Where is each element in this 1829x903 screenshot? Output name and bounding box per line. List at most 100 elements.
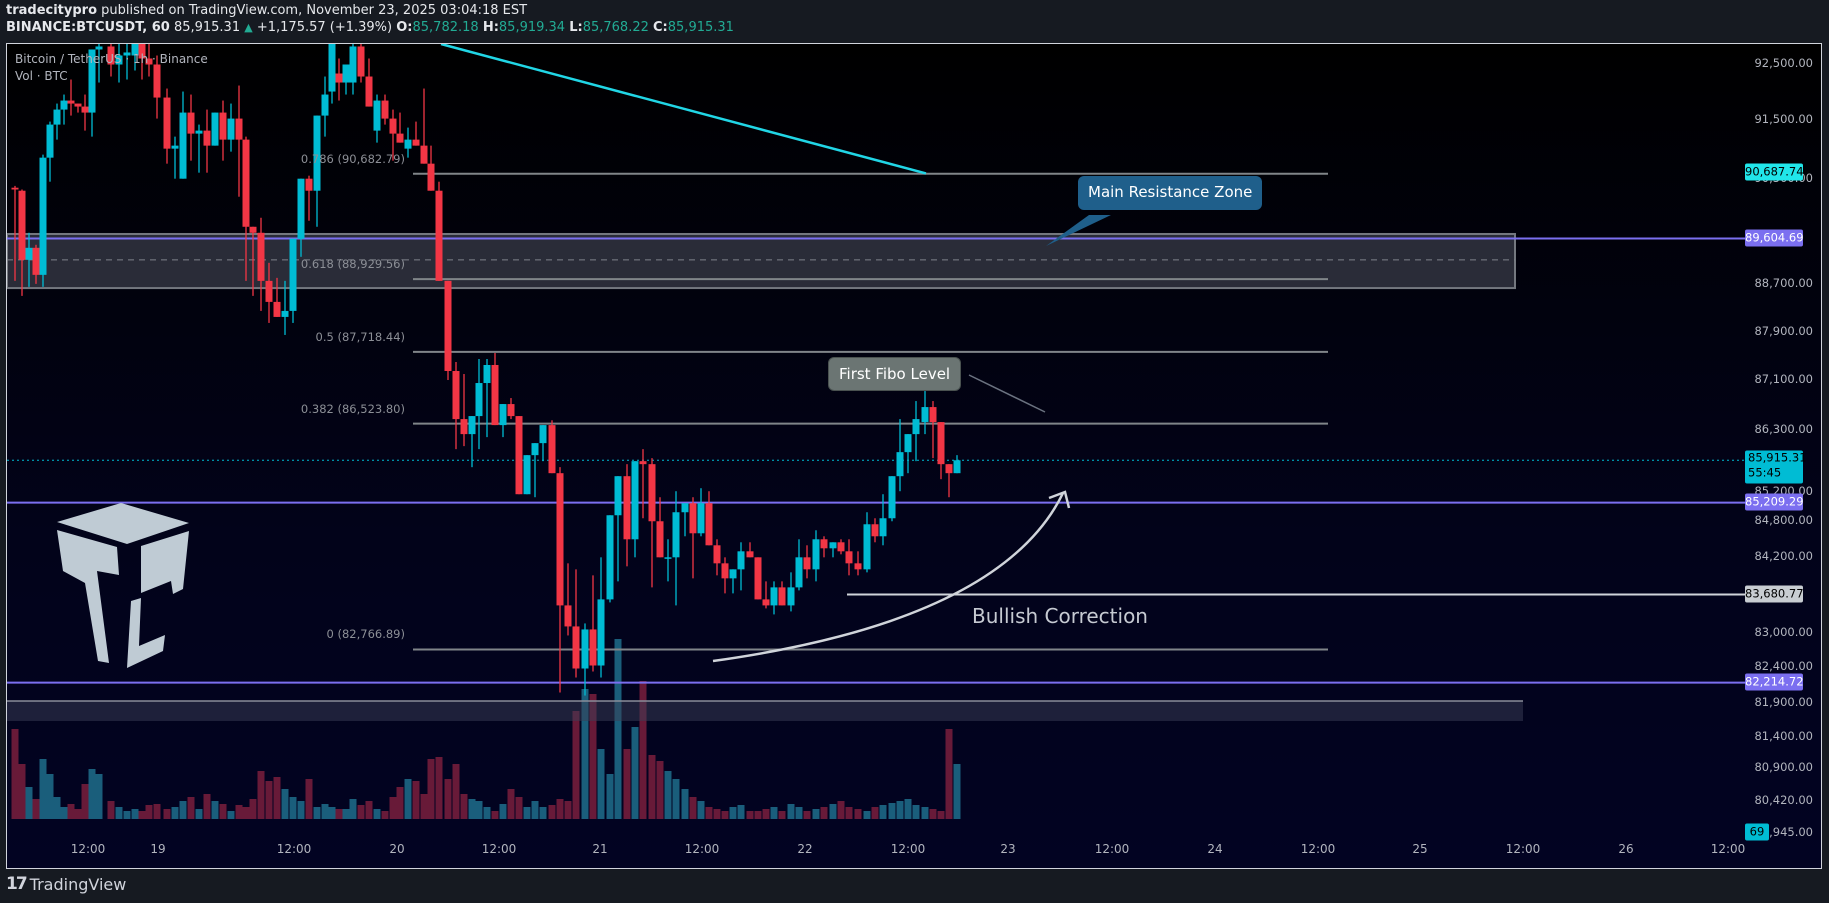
volume-bar [219,804,227,819]
candle-up [697,503,705,534]
candle-down [357,46,365,77]
candle-down [623,476,631,540]
volume-bar [179,801,187,819]
close-value: 85,915.31 [667,20,734,35]
candle-down [81,106,89,113]
candle-up [46,124,54,158]
volume-bar [945,729,953,819]
chart-canvas[interactable] [7,44,1822,869]
candle-down [854,563,862,570]
candle-down [257,232,265,281]
volume-bar [131,809,139,819]
volume-bar [18,764,26,819]
candle-down [556,473,564,606]
candle-down [32,247,40,275]
candle-up [581,629,589,669]
candle-down [648,464,656,522]
volume-bar [468,799,476,819]
volume-bar [123,811,131,819]
candle-up [770,587,778,606]
price-tick: 84,200.00 [1754,549,1813,563]
price-tick: 87,900.00 [1754,324,1813,338]
callout-connector [968,374,1046,413]
volume-bar [648,755,656,819]
volume-bar [81,784,89,819]
candle-up [631,461,639,540]
volume-bar [721,811,729,819]
volume-bar [138,811,146,819]
candle-down [67,100,75,104]
chart-pane[interactable]: Bitcoin / TetherUS · 1h · Binance Vol · … [6,43,1822,869]
symbol-legend[interactable]: Bitcoin / TetherUS · 1h · Binance [15,52,208,66]
volume-bar [145,805,153,819]
volume-bar [365,801,373,819]
candle-down [235,118,243,140]
candle-up [321,94,329,116]
symbol-label: BINANCE:BTCUSDT, 60 [6,20,170,35]
author-name[interactable]: tradecitypro [6,3,98,18]
volume-bar [281,789,289,819]
candle-down [249,226,257,233]
candle-down [11,187,19,190]
price-level-tag[interactable]: 82,214.72 [1745,673,1804,691]
candle-down [107,46,115,65]
candle-down [837,542,845,552]
candle-up [921,407,929,423]
main-resistance-callout[interactable]: Main Resistance Zone [1078,176,1263,210]
high-value: 85,919.34 [498,20,566,35]
candle-up [39,157,47,275]
candle-down [871,524,879,537]
price-level-tag[interactable]: 83,680.77 [1745,585,1804,603]
volume-bar [556,799,564,819]
volume-bar [572,711,580,819]
volume-tag[interactable]: 69 [1745,823,1769,841]
first-fibo-callout[interactable]: First Fibo Level [828,357,962,391]
price-level-tag[interactable]: 90,687.74 [1745,163,1804,181]
candle-up [95,46,103,50]
candle-down [452,371,460,420]
volume-bar [328,807,336,819]
volume-bar [863,811,871,819]
volume-bar [523,807,531,819]
bullish-correction-label[interactable]: Bullish Correction [972,604,1148,628]
candle-up [614,476,622,516]
close-label: C: [653,20,668,35]
volume-legend[interactable]: Vol · BTC [15,69,68,83]
candle-down [639,461,647,465]
price-tick: 86,300.00 [1754,422,1813,436]
time-tick: 21 [592,842,608,856]
volume-bar [737,805,745,819]
volume-bar [444,779,452,819]
volume-bar [242,807,250,819]
candle-up [664,557,672,559]
volume-bar [672,779,680,819]
volume-bar [921,807,929,819]
current-price-tag[interactable]: 85,915.31 55:45 [1745,450,1807,484]
fib-level-label: 0.5 (87,718.44) [315,329,405,344]
candle-up [179,112,187,179]
candle-up [879,518,887,537]
volume-bar [539,807,547,819]
candle-down [762,599,770,606]
candle-down [515,416,523,495]
volume-bar [606,774,614,819]
fib-level-label: 0 (82,766.89) [326,627,405,642]
price-level-tag[interactable]: 85,209.29 [1745,493,1804,511]
volume-bar [46,774,54,819]
volume-bar [597,749,605,819]
candle-up [195,130,203,134]
candle-down [689,503,697,534]
candle-down [778,587,786,606]
time-tick: 12:00 [684,842,720,856]
volume-bar [412,781,420,819]
price-level-tag[interactable]: 89,604.69 [1745,229,1804,246]
tradingview-footer[interactable]: 17 TradingView [6,874,126,894]
candle-down [460,419,468,435]
candle-up [123,52,131,56]
volume-bar [803,811,811,819]
time-tick: 26 [1618,842,1634,856]
price-tick: 82,400.00 [1754,659,1813,673]
candle-down [365,76,373,107]
volume-ma-band [7,701,1523,721]
open-label: O: [396,20,413,35]
